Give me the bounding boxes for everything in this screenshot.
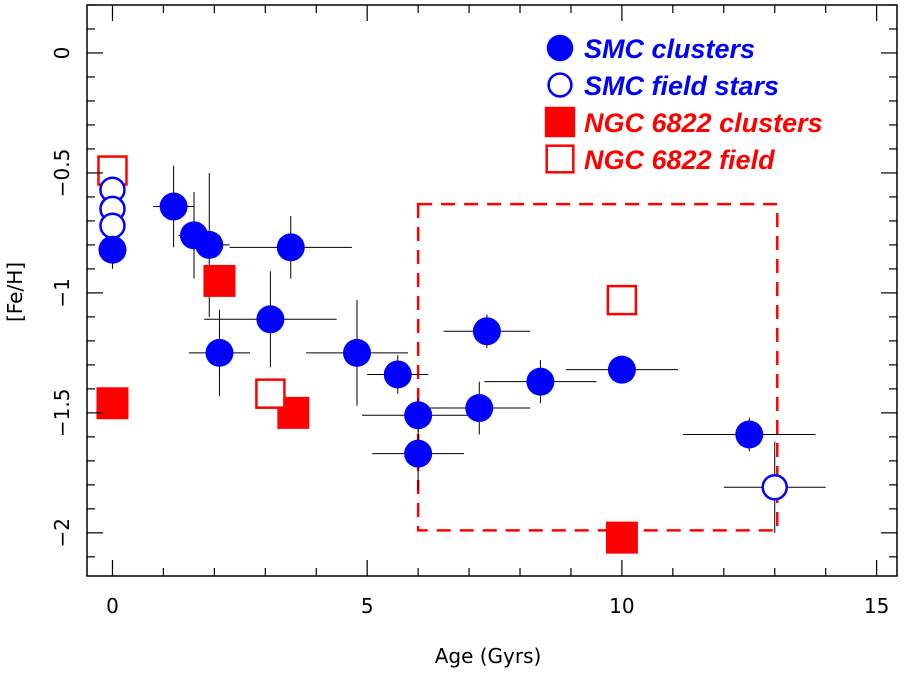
smc-clusters-point <box>404 439 433 468</box>
smc-clusters-point <box>526 367 555 396</box>
ngc-6822-clusters-point <box>605 521 638 554</box>
smc-clusters-point <box>98 235 127 264</box>
smc-clusters-point <box>205 338 234 367</box>
smc-clusters-point <box>195 230 224 259</box>
smc-clusters-point <box>276 233 305 262</box>
y-tick-label: −1.5 <box>50 389 74 438</box>
legend-ngc-6822-clusters-label: NGC 6822 clusters <box>584 108 823 138</box>
plot-frame <box>86 4 898 577</box>
y-tick-label: −2 <box>50 518 74 547</box>
x-axis-title: Age (Gyrs) <box>435 644 542 668</box>
smc-clusters-point <box>472 317 501 346</box>
legend-ngc-6822-field-marker <box>545 144 575 174</box>
legend-smc-field-stars-label: SMC field stars <box>584 71 779 101</box>
y-tick-label: −1 <box>50 278 74 307</box>
smc-clusters-point <box>404 401 433 430</box>
labels-layer: 0 5 10 15 0 −0.5 −1 −1.5 −2 <box>50 47 889 618</box>
legend-ngc-6822-field-label: NGC 6822 field <box>584 145 775 175</box>
annotations-layer <box>416 202 779 532</box>
legend-smc-clusters-label: SMC clusters <box>584 34 755 64</box>
smc-clusters-point <box>383 360 412 389</box>
ngc-6822-field-point <box>606 284 638 316</box>
smc-field-stars-point <box>99 212 126 239</box>
y-axis-title: [Fe/H] <box>3 262 27 322</box>
legend: SMC clusters SMC field stars NGC 6822 clus… <box>544 34 823 175</box>
smc-clusters-point <box>159 192 188 221</box>
ngc-6822-field-point <box>255 378 286 409</box>
smc-clusters-point <box>735 420 764 449</box>
smc-field-stars-point <box>761 473 788 501</box>
dashed-region-box <box>416 202 779 532</box>
ngc-6822-clusters-point <box>96 387 129 420</box>
y-tick-label: 0 <box>50 47 74 60</box>
legend-smc-field-stars-marker <box>547 72 573 98</box>
ngc-6822-field-point <box>97 155 128 186</box>
legend-smc-clusters-marker <box>546 34 574 62</box>
smc-clusters-point <box>343 338 371 367</box>
ngc-6822-clusters-point <box>203 264 236 297</box>
legend-ngc-6822-clusters-marker <box>544 106 576 138</box>
smc-clusters-point <box>256 305 285 334</box>
smc-clusters-point <box>465 394 494 423</box>
y-tick-label: −0.5 <box>50 149 74 198</box>
points-layer <box>96 155 788 554</box>
smc-clusters-point <box>607 355 636 384</box>
x-tick-label: 5 <box>361 594 374 618</box>
ticks-layer <box>87 4 897 576</box>
x-tick-label: 15 <box>864 594 889 618</box>
x-tick-label: 0 <box>106 594 119 618</box>
x-tick-label: 10 <box>609 594 634 618</box>
